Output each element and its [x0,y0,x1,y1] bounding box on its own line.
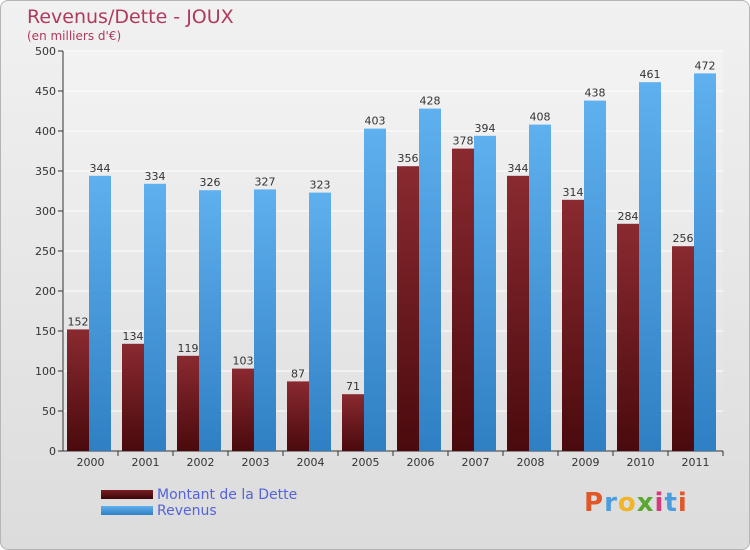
bar-revenus [309,192,331,451]
bar-revenus [364,128,386,451]
legend-swatch-revenus [101,506,153,515]
data-label-dette: 256 [673,232,694,245]
y-tick-label: 150 [35,325,56,338]
proxiti-logo: Proxiti [584,488,688,518]
bar-revenus [144,183,166,452]
data-label-dette: 378 [453,135,474,148]
bar-dette [397,166,419,451]
x-tick-label: 2001 [132,456,160,469]
data-label-revenus: 428 [420,95,441,108]
y-tick-label: 50 [42,405,56,418]
y-tick-label: 450 [35,85,56,98]
x-tick-label: 2010 [627,456,655,469]
x-tick-label: 2009 [572,456,600,469]
logo-letter: r [604,488,618,518]
bar-revenus [199,190,221,451]
bar-revenus [639,82,661,451]
data-label-dette: 71 [346,380,360,393]
logo-letter: P [584,488,605,518]
data-label-revenus: 323 [310,179,331,192]
legend-label-dette: Montant de la Dette [157,487,298,503]
y-tick-label: 400 [35,125,56,138]
data-label-dette: 119 [178,342,199,355]
chart-subtitle: (en milliers d'€) [27,29,122,43]
logo-letter: i [677,488,688,518]
y-tick-label: 100 [35,365,56,378]
bar-revenus [694,73,716,452]
logo-letter: t [664,488,678,518]
logo-letter: o [617,488,637,518]
bar-dette [342,394,364,451]
bar-dette [617,223,639,451]
bar-dette [452,148,474,451]
y-tick-label: 350 [35,165,56,178]
bar-revenus [529,124,551,451]
bar-dette [67,329,89,451]
data-label-dette: 344 [508,162,529,175]
data-label-revenus: 461 [640,68,661,81]
y-tick-label: 250 [35,245,56,258]
data-label-revenus: 327 [255,175,276,188]
bar-dette [232,368,254,451]
data-label-revenus: 326 [200,176,221,189]
bar-dette [562,199,584,451]
bar-revenus [584,100,606,451]
data-label-dette: 284 [618,210,639,223]
x-tick-label: 2000 [77,456,105,469]
bar-dette [672,246,694,451]
x-tick-label: 2002 [187,456,215,469]
x-tick-label: 2008 [517,456,545,469]
x-tick-label: 2003 [242,456,270,469]
data-label-dette: 134 [123,330,144,343]
y-tick-label: 300 [35,205,56,218]
bar-dette [287,381,309,451]
bar-revenus [419,108,441,451]
data-label-revenus: 438 [585,87,606,100]
bar-revenus [474,135,496,452]
data-label-dette: 87 [291,367,305,380]
x-tick-label: 2007 [462,456,490,469]
x-tick-label: 2005 [352,456,380,469]
logo-letter: x [636,488,655,518]
legend-label-revenus: Revenus [157,503,217,519]
chart-title: Revenus/Dette - JOUX [27,6,234,28]
y-tick-label: 0 [49,445,56,458]
data-label-dette: 152 [68,315,89,328]
data-label-revenus: 403 [365,115,386,128]
legend-swatch-dette [101,490,153,499]
x-tick-label: 2011 [682,456,710,469]
data-label-revenus: 472 [695,59,716,72]
y-tick-label: 500 [35,45,56,58]
data-label-dette: 314 [563,186,584,199]
bar-dette [507,175,529,452]
data-label-dette: 356 [398,152,419,165]
bar-revenus [254,189,276,451]
data-label-revenus: 334 [145,170,166,183]
data-label-dette: 103 [233,355,254,368]
y-tick-label: 200 [35,285,56,298]
data-label-revenus: 394 [475,122,496,135]
data-label-revenus: 344 [90,162,111,175]
data-label-revenus: 408 [530,111,551,124]
logo-letter: i [654,488,665,518]
x-tick-label: 2006 [407,456,435,469]
bar-dette [177,355,199,451]
bar-revenus [89,175,111,452]
bar-dette [122,343,144,451]
x-tick-label: 2004 [297,456,325,469]
